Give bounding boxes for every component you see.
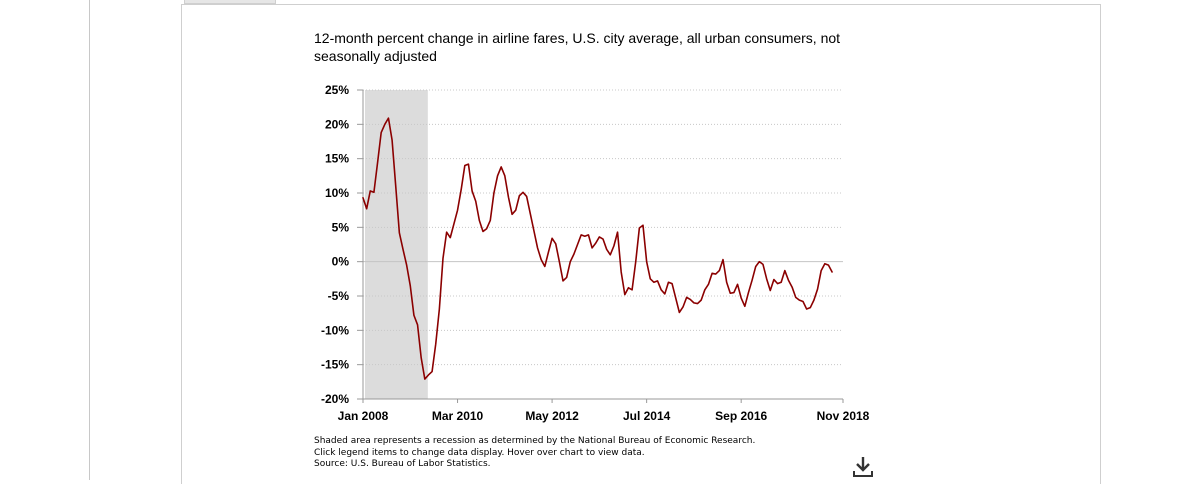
gridlines [357, 89, 843, 400]
download-icon [853, 457, 873, 477]
x-tick-label: Mar 2010 [432, 409, 484, 423]
chart-panel [181, 4, 1101, 484]
y-tick-label: 5% [332, 220, 350, 234]
y-tick-label: 15% [325, 152, 349, 166]
y-tick-label: -20% [321, 392, 349, 406]
legend-note: Click legend items to change data displa… [314, 447, 645, 458]
source-note: Source: U.S. Bureau of Labor Statistics. [314, 459, 491, 469]
y-tick-label: 20% [325, 117, 349, 131]
download-button[interactable] [850, 455, 876, 479]
y-axis-ticks: 25% 20% 15% 10% 5% 0% -5% -10% -15% -20% [321, 83, 349, 406]
series-layer [362, 117, 833, 380]
left-divider [89, 0, 90, 480]
chart-footnotes: Shaded area represents a recession as de… [314, 436, 755, 471]
y-tick-label: -10% [321, 323, 349, 337]
y-tick-label: 10% [325, 186, 349, 200]
recession-note: Shaded area represents a recession as de… [314, 436, 756, 446]
x-tick-label: Nov 2018 [817, 409, 870, 423]
y-tick-label: 0% [332, 255, 350, 269]
x-tick-label: Sep 2016 [715, 409, 767, 423]
y-tick-label: -5% [328, 289, 350, 303]
series-line-airline-fares[interactable] [362, 117, 833, 380]
axes [362, 90, 843, 400]
y-tick-label: 25% [325, 83, 349, 97]
y-tick-label: -15% [321, 358, 349, 372]
x-tick-label: Jan 2008 [338, 409, 389, 423]
chart-title: 12-month percent change in airline fares… [314, 30, 841, 64]
x-axis-ticks: Jan 2008 Mar 2010 May 2012 Jul 2014 Sep 2016… [338, 399, 870, 423]
tab-stub[interactable] [184, 0, 276, 4]
recession-shading-layer [365, 90, 428, 399]
recession-shade [365, 90, 428, 399]
x-tick-label: May 2012 [525, 409, 579, 423]
x-tick-label: Jul 2014 [623, 409, 671, 423]
